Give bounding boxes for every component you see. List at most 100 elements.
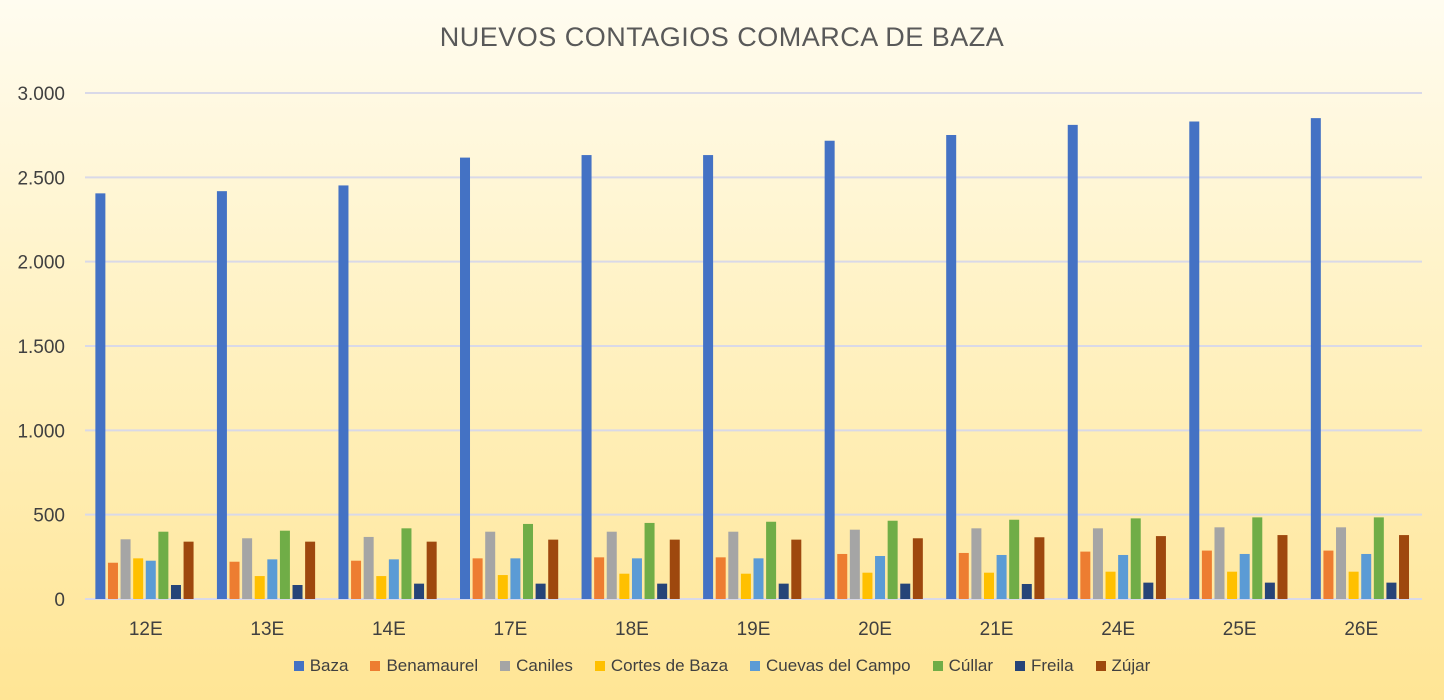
bar-zújar-17E — [548, 539, 559, 599]
legend-label: Cúllar — [948, 656, 994, 675]
legend-label: Freila — [1031, 656, 1074, 675]
bar-cortes-de-baza-24E — [1105, 571, 1116, 599]
x-tick-label: 21E — [980, 619, 1014, 640]
legend-swatch — [932, 661, 943, 671]
bar-caniles-26E — [1336, 527, 1347, 599]
bar-zújar-19E — [791, 539, 802, 599]
legend-item: Cortes de Baza — [594, 656, 728, 676]
bar-cúllar-21E — [1009, 519, 1020, 599]
bar-baza-13E — [216, 191, 227, 599]
legend-item: Freila — [1015, 656, 1074, 676]
bar-zújar-14E — [426, 541, 437, 599]
bar-cúllar-24E — [1130, 518, 1141, 599]
bar-benamaurel-26E — [1323, 550, 1334, 599]
bar-caniles-24E — [1092, 528, 1103, 599]
x-tick-label: 17E — [494, 619, 528, 640]
bar-baza-18E — [581, 155, 592, 599]
bar-zújar-18E — [669, 539, 680, 599]
bar-freila-20E — [900, 583, 911, 599]
legend-label: Cuevas del Campo — [766, 656, 911, 675]
bar-benamaurel-17E — [472, 558, 483, 599]
legend: Baza Benamaurel Caniles Cortes de Baza Cueva… — [0, 656, 1444, 676]
x-tick-label: 14E — [372, 619, 406, 640]
x-tick-label: 24E — [1101, 619, 1135, 640]
bar-cúllar-19E — [766, 521, 777, 599]
bar-freila-26E — [1386, 582, 1397, 599]
bar-freila-13E — [292, 585, 303, 599]
legend-label: Benamaurel — [386, 656, 479, 675]
legend-item: Cúllar — [932, 656, 994, 676]
bar-cúllar-26E — [1373, 517, 1384, 599]
bar-baza-25E — [1189, 121, 1200, 599]
bar-zújar-21E — [1034, 537, 1045, 599]
x-tick-label: 25E — [1223, 619, 1257, 640]
bar-zújar-24E — [1155, 536, 1166, 599]
bar-baza-24E — [1067, 124, 1078, 600]
chart-title: NUEVOS CONTAGIOS COMARCA DE BAZA — [439, 22, 1005, 52]
bar-cuevas-del-campo-14E — [388, 559, 399, 599]
bar-benamaurel-24E — [1080, 551, 1091, 599]
bar-benamaurel-25E — [1201, 550, 1212, 599]
legend-swatch — [370, 661, 381, 671]
bar-zújar-13E — [305, 541, 316, 599]
bar-benamaurel-13E — [229, 561, 240, 599]
bar-cuevas-del-campo-21E — [996, 554, 1007, 599]
bar-cúllar-25E — [1252, 517, 1263, 599]
bar-caniles-25E — [1214, 527, 1225, 599]
bar-cuevas-del-campo-26E — [1361, 553, 1372, 599]
bar-cortes-de-baza-17E — [497, 575, 508, 599]
bar-cortes-de-baza-25E — [1227, 571, 1238, 599]
bar-cortes-de-baza-21E — [983, 572, 994, 599]
bar-cuevas-del-campo-19E — [753, 558, 764, 599]
bar-baza-26E — [1310, 118, 1321, 599]
bar-cuevas-del-campo-24E — [1118, 554, 1129, 599]
bar-baza-17E — [460, 157, 471, 599]
legend-swatch — [594, 661, 605, 671]
legend-swatch — [500, 661, 511, 671]
bar-cúllar-17E — [523, 523, 534, 599]
bar-cortes-de-baza-19E — [740, 573, 751, 599]
bar-cuevas-del-campo-17E — [510, 558, 521, 599]
bar-freila-24E — [1143, 582, 1154, 599]
bar-baza-21E — [946, 134, 957, 600]
bar-freila-14E — [414, 583, 425, 599]
bar-freila-21E — [1021, 583, 1032, 599]
legend-swatch — [1095, 661, 1106, 671]
bar-freila-25E — [1264, 582, 1275, 599]
legend-swatch — [750, 661, 761, 671]
bar-cuevas-del-campo-12E — [145, 560, 156, 599]
legend-label: Zújar — [1111, 656, 1151, 675]
bar-cortes-de-baza-18E — [619, 573, 630, 599]
bar-cuevas-del-campo-25E — [1239, 553, 1250, 599]
bar-cúllar-12E — [158, 531, 169, 599]
bar-freila-18E — [657, 583, 668, 599]
bar-cuevas-del-campo-20E — [875, 555, 886, 599]
bar-caniles-19E — [728, 531, 739, 599]
legend-swatch — [293, 661, 304, 671]
bar-caniles-14E — [363, 536, 374, 599]
x-tick-label: 13E — [250, 619, 284, 640]
y-tick-label: 2.500 — [17, 168, 65, 189]
bar-baza-19E — [703, 155, 714, 599]
bar-cortes-de-baza-26E — [1348, 571, 1359, 599]
x-tick-label: 12E — [129, 619, 163, 640]
bar-cúllar-18E — [644, 522, 655, 599]
legend-item: Caniles — [500, 656, 573, 676]
bar-freila-19E — [778, 583, 789, 599]
legend-swatch — [1015, 661, 1026, 671]
y-tick-label: 0 — [54, 590, 65, 611]
bar-freila-17E — [535, 583, 546, 599]
bar-zújar-20E — [912, 538, 923, 599]
bar-cortes-de-baza-14E — [376, 576, 387, 599]
legend-item: Baza — [293, 656, 348, 676]
bar-baza-14E — [338, 185, 349, 600]
bar-cúllar-14E — [401, 528, 412, 599]
bar-caniles-17E — [485, 531, 496, 599]
bar-benamaurel-18E — [594, 557, 605, 599]
bar-cuevas-del-campo-18E — [631, 558, 642, 599]
bar-benamaurel-21E — [958, 552, 969, 599]
legend-item: Cuevas del Campo — [750, 656, 911, 676]
bar-cortes-de-baza-13E — [254, 576, 265, 599]
legend-item: Benamaurel — [370, 656, 478, 676]
bar-zújar-25E — [1277, 535, 1288, 599]
